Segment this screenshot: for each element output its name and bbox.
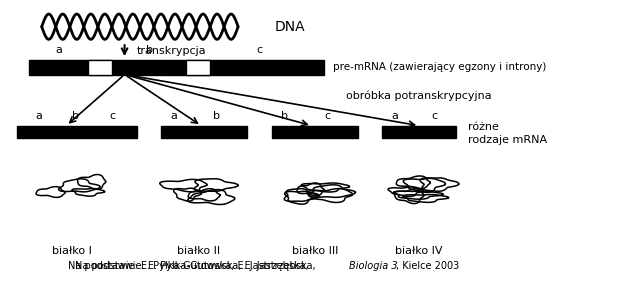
Text: b: b [213, 111, 220, 121]
Text: białko I: białko I [53, 246, 92, 256]
Text: a: a [35, 111, 42, 121]
Text: rodzaje mRNA: rodzaje mRNA [468, 135, 547, 145]
Text: Na podstawie: E. Pyłka-Gutowska, E. Jastrzębska,: Na podstawie: E. Pyłka-Gutowska, E. Jast… [76, 261, 319, 272]
Text: c: c [257, 45, 263, 55]
Text: c: c [109, 111, 115, 121]
Text: c: c [432, 111, 438, 121]
Text: DNA: DNA [275, 20, 306, 34]
Text: Biologia 3: Biologia 3 [348, 261, 397, 272]
Text: a: a [55, 45, 63, 55]
Text: a: a [170, 111, 177, 121]
Text: obróbka potranskrypcyjna: obróbka potranskrypcyjna [345, 90, 491, 101]
Bar [88, 60, 112, 74]
Text: b: b [146, 45, 153, 55]
Text: transkrypcja: transkrypcja [137, 46, 206, 56]
Bar [17, 126, 137, 138]
Text: b: b [72, 111, 79, 121]
Text: białko IV: białko IV [396, 246, 443, 256]
Text: b: b [281, 111, 288, 121]
Text: białko III: białko III [291, 246, 338, 256]
Bar [272, 126, 358, 138]
Bar [186, 60, 210, 74]
Bar [161, 126, 247, 138]
Text: a: a [391, 111, 398, 121]
Text: różne: różne [468, 122, 499, 132]
Bar [383, 126, 456, 138]
Text: , Kielce 2003: , Kielce 2003 [396, 261, 459, 272]
Text: c: c [324, 111, 330, 121]
Text: Na podstawie: E. Pyłka-Gutowska, E. Jastrzębska,: Na podstawie: E. Pyłka-Gutowska, E. Jast… [68, 261, 312, 272]
Text: białko II: białko II [177, 246, 219, 256]
Text: pre-mRNA (zawierający egzony i introny): pre-mRNA (zawierający egzony i introny) [333, 62, 547, 72]
Bar [29, 60, 324, 74]
